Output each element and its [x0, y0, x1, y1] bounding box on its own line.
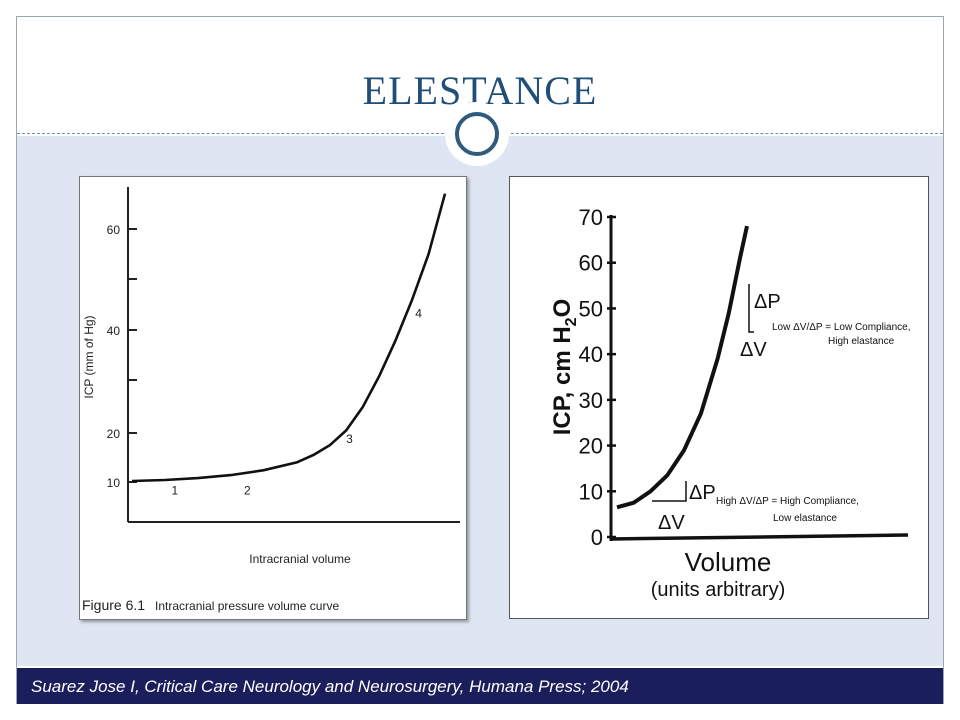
y-tick-label: 10	[579, 479, 603, 504]
citation-bar: Suarez Jose I, Critical Care Neurology a…	[17, 668, 943, 704]
y-tick-label: 0	[591, 525, 603, 550]
y-tick-label: 70	[579, 205, 603, 230]
x-axis-label: Intracranial volume	[249, 552, 351, 566]
citation-text: Suarez Jose I, Critical Care Neurology a…	[31, 677, 629, 696]
x-axis-sublabel: (units arbitrary)	[651, 579, 785, 601]
steep-ratio-label-line2: High elastance	[828, 336, 895, 347]
x-axis-label: Volume	[685, 547, 772, 577]
icp-curve	[131, 193, 447, 483]
y-tick-label: 60	[107, 223, 121, 237]
steep-ratio-label: Low ΔV/ΔP = Low Compliance,	[772, 322, 911, 333]
delta-p-steep: ΔP	[754, 291, 781, 313]
y-tick-label: 50	[579, 296, 603, 321]
flat-ratio-label: High ΔV/ΔP = High Compliance,	[716, 496, 859, 507]
y-axis-label: ICP, cm H2O	[549, 299, 580, 436]
caption-text: Intracranial pressure volume curve	[155, 599, 339, 613]
curve-region-label-4: 4	[415, 306, 422, 320]
y-tick-label: 20	[107, 427, 121, 441]
delta-p-flat: ΔP	[689, 482, 716, 504]
delta-v-steep: ΔV	[740, 339, 767, 361]
chart-left-svg: 10 20 40 60 1 2 3 4 ICP (mm of Hg) Intracranial v…	[82, 187, 460, 613]
y-tick-label: 30	[579, 388, 603, 413]
delta-triangle-steep	[748, 284, 754, 333]
icp-volume-chart-right: 0 10 20 30 40 50 60 70 ΔP ΔV Low ΔV/ΔP = Low Compl…	[509, 176, 929, 619]
delta-triangle-flat	[652, 481, 687, 502]
flat-ratio-label-line2: Low elastance	[773, 513, 837, 524]
y-tick-label: 20	[579, 434, 603, 459]
x-axis-line	[610, 533, 909, 541]
ring-ornament-icon	[445, 102, 509, 166]
figure-caption: Figure 6.1 Intracranial pressure volume c…	[82, 597, 339, 613]
delta-v-flat: ΔV	[658, 512, 685, 534]
y-tick-label: 60	[579, 251, 603, 276]
y-axis-label-subscript: 2	[563, 317, 580, 326]
y-axis-label-main: ICP, cm H	[549, 326, 576, 435]
curve-region-label-3: 3	[346, 432, 353, 446]
y-tick-label: 40	[579, 342, 603, 367]
y-tick-label: 40	[107, 324, 121, 338]
curve-region-label-2: 2	[244, 483, 251, 497]
y-tick-label: 10	[107, 476, 121, 490]
icp-curve	[616, 225, 749, 510]
y-axis-label-suffix: O	[549, 299, 576, 318]
icp-volume-chart-left: 10 20 40 60 1 2 3 4 ICP (mm of Hg) Intracranial v…	[79, 176, 467, 620]
y-axis-label: ICP (mm of Hg)	[82, 315, 96, 398]
curve-region-label-1: 1	[171, 483, 178, 497]
caption-number: Figure 6.1	[82, 597, 145, 613]
